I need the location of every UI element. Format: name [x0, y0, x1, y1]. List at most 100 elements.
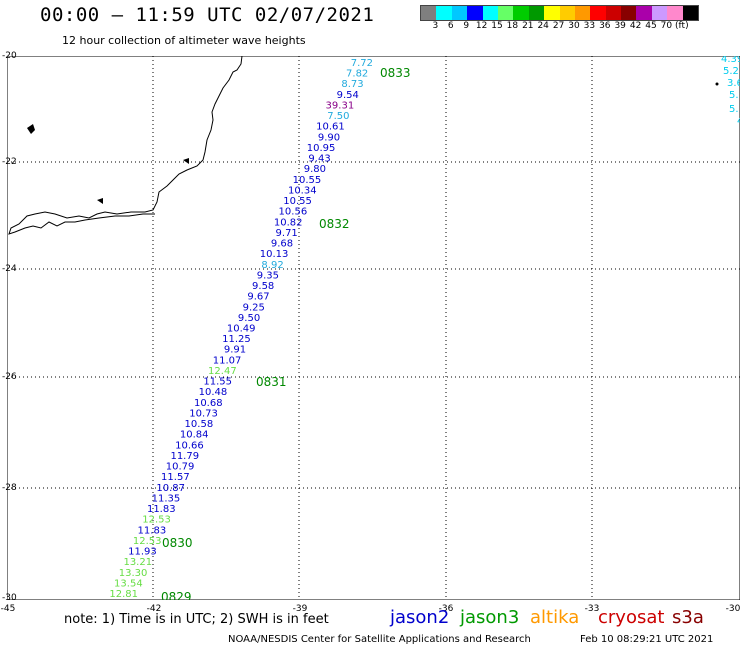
longitude-label: -42: [146, 604, 162, 614]
footer-timestamp: Feb 10 08:29:21 UTC 2021: [580, 634, 714, 645]
map-title: 00:00 – 11:59 UTC 02/07/2021: [40, 4, 375, 26]
edge-wave-value: 5.2: [723, 66, 739, 77]
scale-label: 9: [463, 21, 470, 31]
island: [183, 158, 189, 164]
wave-height-value: 10.84: [180, 430, 209, 441]
pass-time-label: 0831: [256, 375, 287, 389]
scale-swatch: [621, 6, 637, 20]
satellite-label-jason3: jason3: [460, 607, 520, 628]
note-text: note: 1) Time is in UTC; 2) SWH is in fe…: [64, 612, 329, 627]
wave-height-value: 9.35: [257, 270, 279, 281]
wave-height-value: 9.91: [224, 345, 246, 356]
wave-height-value: 10.61: [316, 122, 345, 133]
wave-height-value: 7.72: [351, 58, 373, 69]
scale-label: 30: [568, 21, 580, 31]
wave-height-value: 10.34: [288, 185, 317, 196]
pass-time-label: 0833: [380, 66, 411, 80]
latitude-label: -24: [2, 264, 17, 274]
island: [715, 82, 719, 86]
scale-label: 24: [537, 21, 549, 31]
island: [97, 198, 103, 204]
wave-height-value: 8.92: [261, 260, 283, 271]
right-edge-readings: 4.395.23.65.5.4: [721, 56, 740, 127]
edge-wave-value: 4: [737, 116, 740, 127]
scale-swatch: [451, 6, 468, 20]
latitude-label: -26: [2, 372, 17, 382]
scale-label: 18: [506, 21, 519, 31]
edge-wave-value: 5.: [729, 104, 739, 115]
scale-label: 21: [522, 21, 534, 31]
wave-height-value: 10.55: [293, 175, 322, 186]
wave-height-value: 10.56: [279, 207, 308, 218]
wave-height-map: 7.727.828.739.5439.317.5010.619.9010.959…: [7, 56, 740, 600]
scale-swatch: [421, 6, 437, 20]
satellite-label-s3a: s3a: [672, 607, 704, 628]
longitude-label: -33: [584, 604, 600, 614]
wave-height-value: 9.68: [271, 239, 293, 250]
coastline: [8, 56, 243, 235]
pass-time-label: 0829: [161, 590, 192, 600]
wave-height-value: 11.55: [203, 377, 232, 388]
scale-swatch: [497, 6, 514, 20]
scale-swatch: [682, 6, 699, 20]
scale-swatch: [651, 6, 668, 20]
wave-height-value: 10.95: [307, 143, 336, 154]
latitude-label: -20: [2, 51, 17, 61]
wave-height-value: 11.93: [128, 547, 157, 558]
lat-lon-grid: [7, 56, 740, 600]
scale-swatch: [436, 6, 452, 20]
wave-height-value: 13.30: [119, 568, 148, 579]
wave-height-value: 11.35: [152, 493, 181, 504]
wave-height-value: 10.82: [274, 217, 303, 228]
longitude-label: -45: [0, 604, 16, 614]
scale-label: 15: [491, 21, 503, 31]
pass-time-label: 0832: [319, 217, 350, 231]
wave-height-value: 12.53: [133, 536, 162, 547]
wave-height-value: 11.79: [170, 451, 199, 462]
wave-height-value: 9.90: [318, 132, 340, 143]
wave-height-value: 9.58: [252, 281, 274, 292]
wave-height-value: 9.50: [238, 313, 260, 324]
wave-height-value: 9.25: [243, 302, 265, 313]
scale-swatch: [574, 6, 591, 20]
wave-height-value: 12.47: [208, 366, 237, 377]
scale-swatch: [605, 6, 622, 20]
wave-height-value: 9.67: [247, 292, 269, 303]
scale-swatch: [528, 6, 545, 20]
wave-height-value: 13.54: [114, 578, 143, 589]
wave-height-value: 10.48: [199, 387, 228, 398]
scale-label: 42: [629, 21, 642, 31]
scale-label: 45: [645, 21, 657, 31]
scale-swatch: [482, 6, 498, 20]
wave-height-readings: 7.727.828.739.5439.317.5010.619.9010.959…: [109, 58, 373, 600]
scale-label: 6: [447, 21, 454, 31]
island: [27, 124, 35, 134]
wave-height-value: 12.53: [142, 515, 171, 526]
scale-label: (ft): [675, 21, 689, 31]
wave-height-value: 11.83: [138, 525, 167, 536]
pass-time-label: 0830: [162, 536, 193, 550]
scale-swatch: [467, 6, 483, 20]
wave-height-value: 9.80: [304, 164, 326, 175]
wave-height-value: 9.71: [276, 228, 298, 239]
wave-height-value: 9.54: [337, 90, 359, 101]
edge-wave-value: 5.: [729, 90, 739, 101]
map-subtitle: 12 hour collection of altimeter wave hei…: [62, 34, 306, 47]
satellite-label-jason2: jason2: [390, 607, 450, 628]
satellite-label-cryosat: cryosat: [598, 607, 665, 628]
map-frame: [7, 56, 740, 600]
scale-label: 12: [475, 21, 488, 31]
scale-label: 36: [599, 21, 611, 31]
pass-times: 0833 0832 0831 0830 0829: [161, 66, 411, 600]
scale-swatch: [513, 6, 529, 20]
edge-wave-value: 4.39: [721, 56, 740, 65]
wave-height-value: 10.55: [283, 196, 312, 207]
scale-label: 3: [432, 21, 439, 31]
wave-height-value: 10.66: [175, 440, 204, 451]
wave-height-value: 10.68: [194, 398, 223, 409]
wave-height-value: 10.73: [189, 408, 218, 419]
scale-label: 33: [583, 21, 596, 31]
edge-wave-value: 3.6: [727, 78, 740, 89]
wave-height-value: 9.43: [308, 154, 330, 165]
longitude-label: -36: [438, 604, 454, 614]
